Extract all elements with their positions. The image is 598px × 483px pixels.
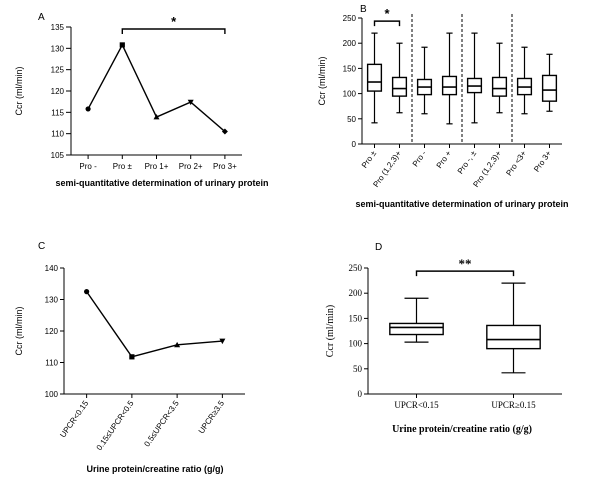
y-tick-label: 135: [51, 23, 65, 32]
x-tick-label: Pro ±: [113, 162, 133, 171]
significance-label: *: [384, 6, 390, 21]
marker-square-1: [119, 42, 125, 48]
x-axis-title: semi-quantitative determination of urina…: [355, 199, 568, 209]
y-tick-label: 120: [51, 87, 65, 96]
box-6: [516, 46, 533, 115]
box-iqr: [366, 63, 383, 92]
y-tick-label: 110: [51, 130, 64, 139]
y-tick-label: 105: [51, 151, 65, 160]
y-tick-label: 250: [349, 263, 363, 273]
bracket-line: [415, 270, 515, 277]
y-axis-title: Ccr (ml/min): [14, 67, 24, 116]
y-axis-title: Ccr (ml/min): [317, 57, 327, 106]
y-tick-label: 0: [352, 140, 357, 149]
y-tick-label: 100: [45, 390, 59, 399]
y-tick-label: 50: [347, 115, 356, 124]
series-line: [86, 291, 223, 358]
y-tick-label: 130: [45, 296, 59, 305]
box-iqr: [541, 74, 558, 102]
x-tick-label: Pro 2+: [179, 162, 203, 171]
marker-diamond-4: [221, 128, 228, 135]
box-iqr: [391, 76, 408, 97]
marker-square-1: [129, 354, 135, 360]
panel-label: A: [38, 12, 45, 23]
box-iqr: [491, 76, 508, 97]
y-tick-label: 100: [343, 90, 357, 99]
x-tick-label: Pro <3+: [504, 149, 528, 178]
marker-circle-0: [85, 106, 91, 112]
panel-C: C 100 110 120 130 140 Ccr (ml/min) UPCR<0.15 0.1…: [14, 241, 245, 474]
marker-triangle-up-2: [153, 114, 160, 120]
y-tick-label: 250: [343, 14, 357, 23]
x-tick-label: UPCR≥3.5: [197, 399, 227, 436]
x-axis-title: semi-quantitative determination of urina…: [55, 178, 268, 188]
x-tick-label: 0.15≤UPCR<0.5: [95, 399, 136, 452]
box-4: [466, 32, 483, 124]
y-tick-label: 150: [349, 313, 363, 323]
marker-triangle-up-2: [174, 341, 181, 348]
y-axis-title: Ccr (ml/min): [14, 307, 24, 356]
box-iqr: [389, 322, 444, 336]
y-tick-label: 115: [51, 108, 64, 117]
box-iqr: [441, 75, 458, 96]
x-tick-label: Pro 3+: [532, 149, 553, 174]
box-1: [391, 42, 408, 114]
x-tick-label: 0.5≤UPCR<3.5: [142, 399, 181, 449]
y-tick-label: 50: [353, 364, 363, 374]
x-tick-label: Pro -: [79, 162, 97, 171]
panel-label: B: [360, 4, 367, 15]
panel-label: D: [375, 242, 382, 253]
marker-circle-0: [84, 289, 90, 295]
significance-label: *: [171, 14, 177, 29]
marker-triangle-down-3: [219, 338, 226, 345]
x-axis-title: Urine protein/creatine ratio (g/g): [392, 424, 532, 435]
y-tick-label: 150: [343, 64, 357, 73]
box-1: [486, 282, 541, 374]
significance-bracket: *: [121, 14, 226, 34]
y-tick-label: 200: [343, 39, 357, 48]
y-tick-label: 140: [45, 264, 59, 273]
x-tick-label: UPCR≥0.15: [491, 400, 536, 410]
x-tick-label: Pro +: [435, 149, 454, 170]
x-tick-label: Pro 3+: [213, 162, 237, 171]
box-5: [491, 42, 508, 114]
box-0: [366, 32, 383, 124]
y-tick-label: 125: [51, 66, 65, 75]
x-tick-label: UPCR<0.15: [394, 400, 439, 410]
y-tick-label: 130: [51, 44, 65, 53]
x-tick-label: Pro 1+: [145, 162, 169, 171]
significance-bracket: *: [373, 6, 401, 27]
significance-bracket: **: [415, 256, 515, 277]
x-tick-label: Pro -, ±: [456, 148, 479, 175]
panel-label: C: [38, 241, 45, 252]
x-tick-label: Pro ±: [360, 148, 379, 169]
box-7: [541, 53, 558, 112]
y-tick-label: 200: [349, 288, 363, 298]
bracket-line: [373, 20, 401, 27]
x-tick-label: Pro -: [411, 149, 429, 169]
bracket-line: [121, 28, 226, 34]
box-3: [441, 32, 458, 125]
box-2: [416, 46, 433, 115]
panel-A: A 105 110 115 120 125 130 135 Ccr (ml/min) Pro - P…: [14, 12, 269, 188]
marker-triangle-down-3: [187, 99, 194, 106]
y-tick-label: 120: [45, 327, 59, 336]
y-tick-label: 100: [349, 339, 363, 349]
panel-D: D 0 50 100 150 200 250 Ccr (ml/min) UPCR<0.15 UPC…: [325, 242, 562, 435]
box-iqr: [486, 324, 541, 350]
y-axis-title: Ccr (ml/min): [325, 305, 336, 358]
significance-label: **: [459, 256, 472, 271]
y-tick-label: 110: [45, 359, 58, 368]
x-axis-title: Urine protein/creatine ratio (g/g): [86, 464, 223, 474]
x-tick-label: UPCR<0.15: [58, 399, 90, 440]
box-0: [389, 297, 444, 343]
y-tick-label: 0: [358, 389, 363, 399]
